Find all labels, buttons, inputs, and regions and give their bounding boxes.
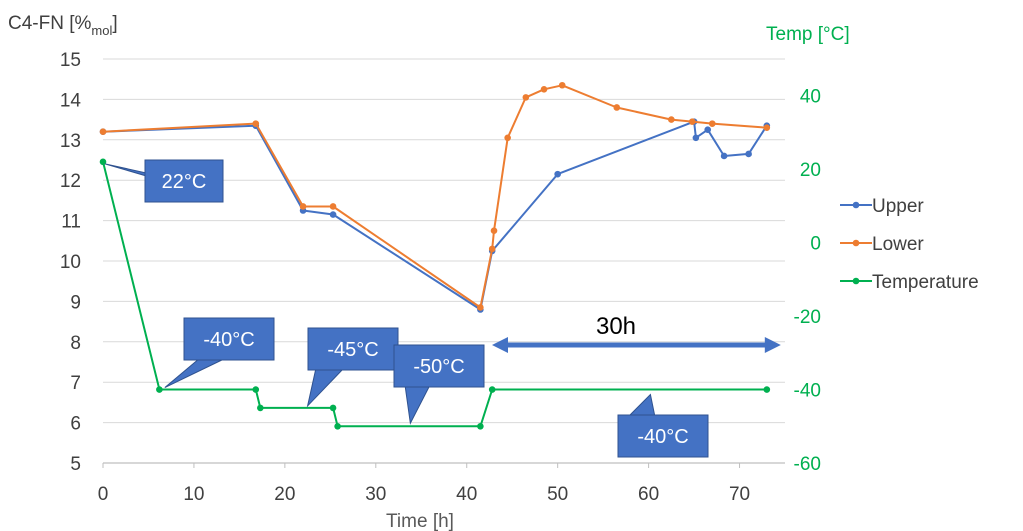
- callout-box: [144, 159, 224, 203]
- x-axis-title: Time [h]: [386, 511, 454, 531]
- data-point-temperature: [252, 386, 260, 393]
- data-point-upper: [692, 134, 700, 142]
- tick-labels: 5 6 7 8 9 10 11 12 13 14 15 0 10 20 30 40 50 60 70 -60 -40 -2…: [60, 50, 821, 505]
- arrow-head-right: [764, 337, 781, 353]
- data-point-lower: [252, 120, 260, 127]
- legend-item-upper: Upper: [840, 196, 924, 217]
- x-tick-label: 40: [456, 484, 477, 505]
- data-point-temperature: [334, 422, 341, 430]
- callout: -40°C: [164, 317, 275, 388]
- data-point-lower: [668, 116, 675, 123]
- legend-label: Temperature: [872, 272, 979, 293]
- data-point-lower: [490, 227, 498, 234]
- callout-box: [183, 317, 275, 361]
- y-left-tick-label: 5: [70, 454, 81, 475]
- callout-label: 22°C: [162, 171, 207, 193]
- arrow-head-left: [492, 337, 509, 353]
- y-right-tick-label: -40: [794, 381, 821, 402]
- axes: [102, 462, 785, 468]
- callout-pointer: [404, 384, 431, 425]
- y-left-tick-label: 12: [60, 171, 81, 192]
- duration-arrow: 30h: [492, 313, 781, 353]
- data-point-temperature: [156, 386, 163, 393]
- y-right-tick-label: 20: [800, 160, 821, 181]
- arrow-label: 30h: [596, 313, 636, 340]
- x-tick-label: 50: [547, 484, 568, 505]
- legend-label: Upper: [872, 196, 924, 217]
- y-left-tick-label: 14: [60, 90, 82, 111]
- data-point-lower: [613, 104, 621, 111]
- callout: -45°C: [306, 327, 399, 408]
- legend-item-lower: Lower: [840, 234, 924, 255]
- data-point-temperature: [257, 404, 264, 412]
- y-right-tick-label: -60: [794, 454, 821, 475]
- callout-pointer: [306, 367, 346, 408]
- y-left-tick-label: 10: [60, 252, 81, 273]
- data-point-lower: [488, 245, 496, 253]
- y-right-tick-label: 0: [810, 234, 821, 255]
- callout-box: [617, 414, 709, 458]
- callout-box: [393, 344, 485, 388]
- legend-swatch-marker: [852, 277, 860, 285]
- y-axis-right-title: Temp [°C]: [766, 24, 850, 45]
- callout: -40°C: [617, 393, 709, 458]
- legend-item-temperature: Temperature: [840, 272, 979, 293]
- y-left-tick-label: 9: [70, 292, 81, 313]
- y-right-tick-label: 40: [800, 87, 821, 108]
- data-point-upper: [329, 211, 337, 218]
- y-right-tick-label: -20: [794, 307, 821, 328]
- data-point-upper: [745, 150, 752, 158]
- callout: -50°C: [393, 344, 485, 425]
- data-point-lower: [540, 86, 548, 93]
- callout-label: -40°C: [637, 426, 688, 448]
- data-point-temperature: [99, 158, 107, 166]
- x-tick-label: 20: [274, 484, 295, 505]
- data-point-lower: [329, 203, 337, 210]
- data-point-lower: [522, 94, 530, 101]
- legend: Upper Lower Temperature: [840, 196, 979, 293]
- series-line-upper: [102, 120, 768, 311]
- x-tick-label: 30: [365, 484, 386, 505]
- callout-pointer: [164, 357, 227, 388]
- y-left-tick-label: 6: [70, 414, 81, 435]
- series-line-lower: [102, 84, 767, 309]
- data-point-temperature: [329, 404, 337, 412]
- y-axis-left-title: C4-FN [%mol]: [8, 13, 118, 38]
- data-point-lower: [558, 81, 566, 89]
- callout-box: [307, 327, 399, 371]
- y-left-tick-label: 11: [61, 212, 81, 233]
- x-tick-label: 60: [638, 484, 659, 505]
- callout-label: -50°C: [413, 356, 464, 378]
- callout: 22°C: [104, 159, 224, 203]
- data-point-lower: [477, 304, 484, 311]
- series-lines: [99, 81, 771, 430]
- data-point-lower: [688, 118, 696, 125]
- x-tick-label: 70: [729, 484, 750, 505]
- callout-pointer: [626, 393, 656, 418]
- data-point-upper: [704, 126, 712, 133]
- callout-label: -45°C: [327, 339, 378, 361]
- y-left-tick-label: 7: [70, 373, 81, 394]
- data-point-lower: [99, 128, 107, 136]
- x-tick-label: 10: [183, 484, 204, 505]
- data-point-lower: [708, 120, 716, 127]
- data-point-upper: [720, 152, 728, 160]
- data-point-temperature: [477, 422, 484, 430]
- data-point-lower: [504, 134, 511, 142]
- data-point-temperature: [488, 386, 496, 393]
- x-tick-label: 0: [98, 484, 109, 505]
- legend-swatch-marker: [852, 201, 860, 209]
- y-left-tick-label: 15: [60, 50, 81, 71]
- y-left-tick-label: 13: [60, 131, 81, 152]
- legend-label: Lower: [872, 234, 924, 255]
- data-point-lower: [299, 203, 307, 210]
- y-left-tick-label: 8: [70, 333, 81, 354]
- annotation-callouts: 22°C -40°C -45°C -50°C -40°C: [104, 159, 709, 458]
- data-point-lower: [763, 124, 771, 131]
- legend-swatch-marker: [852, 239, 860, 247]
- data-point-temperature: [763, 386, 771, 393]
- callout-label: -40°C: [203, 329, 254, 351]
- data-point-upper: [554, 170, 561, 178]
